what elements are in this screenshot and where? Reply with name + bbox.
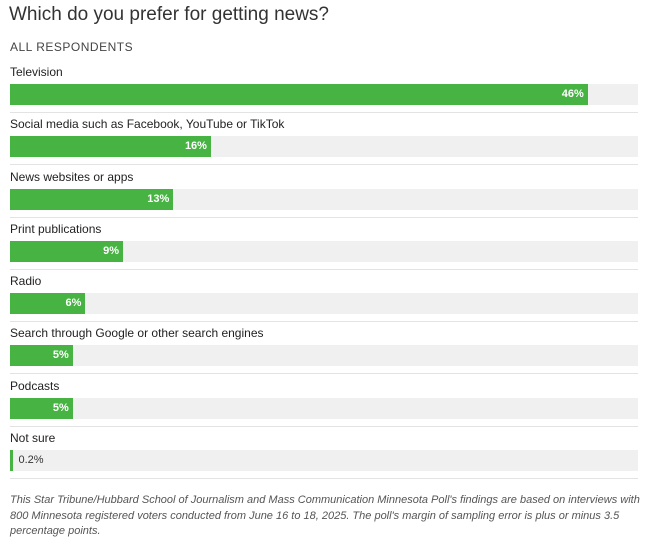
bar-track: 13%: [10, 188, 638, 210]
data-label: 6%: [65, 297, 82, 310]
data-label: 5%: [52, 401, 69, 414]
row-divider: [10, 112, 638, 113]
bar: [10, 188, 174, 210]
bar-track: 46%: [10, 84, 638, 105]
bar-track: 0.2%: [10, 450, 638, 472]
bar: [10, 397, 73, 419]
bar-rows: Television 46% Social media such as Facebo…: [10, 64, 638, 482]
chart-title: Which do you prefer for getting news?: [9, 4, 330, 25]
bar-track: 16%: [10, 136, 638, 158]
bar-track: 5%: [10, 397, 638, 419]
bar-track: 9%: [10, 240, 638, 262]
bar-row-podcasts: Podcasts 5%: [10, 378, 638, 430]
bar: [10, 136, 211, 158]
category-label: Search through Google or other search en…: [10, 326, 264, 341]
category-label: Not sure: [10, 431, 56, 446]
category-label: Radio: [10, 274, 42, 289]
data-label: 13%: [147, 192, 170, 205]
category-label: News websites or apps: [10, 169, 134, 184]
row-divider: [10, 321, 638, 323]
bar-row-social-media-such-as-facebook-youtube-or-tiktok: Social media such as Facebook, YouTube o…: [10, 116, 638, 168]
bar-row-radio: Radio 6%: [10, 273, 638, 325]
category-label: Social media such as Facebook, YouTube o…: [10, 117, 285, 132]
bar-track: 6%: [10, 293, 638, 315]
bar-row-not-sure: Not sure 0.2%: [10, 430, 638, 482]
row-divider: [10, 373, 638, 375]
data-label: 46%: [561, 88, 584, 100]
category-label: Print publications: [10, 221, 102, 236]
data-label: 9%: [103, 244, 120, 257]
bar: [10, 345, 73, 367]
bar: [10, 240, 124, 262]
data-label: 16%: [184, 140, 207, 153]
bar-row-television: Television 46%: [10, 64, 638, 116]
bar-row-news-websites-or-apps: News websites or apps 13%: [10, 169, 638, 221]
bar: [10, 293, 86, 315]
chart-subtitle: ALL RESPONDENTS: [10, 40, 134, 54]
bar: [10, 450, 13, 472]
row-divider: [10, 164, 638, 166]
chart-footnote: This Star Tribune/Hubbard School of Jour…: [10, 494, 640, 537]
bar-track: 5%: [10, 345, 638, 367]
row-divider: [10, 478, 638, 480]
category-label: Television: [10, 65, 63, 79]
data-label: 5%: [52, 349, 69, 362]
bar: [10, 84, 588, 105]
bar-row-search-through-google-or-other-search-engines: Search through Google or other search en…: [10, 325, 638, 377]
bar-row-print-publications: Print publications 9%: [10, 221, 638, 273]
row-divider: [10, 425, 638, 427]
row-divider: [10, 216, 638, 218]
data-label: 0.2%: [18, 454, 44, 467]
row-divider: [10, 268, 638, 270]
category-label: Podcasts: [10, 378, 60, 393]
